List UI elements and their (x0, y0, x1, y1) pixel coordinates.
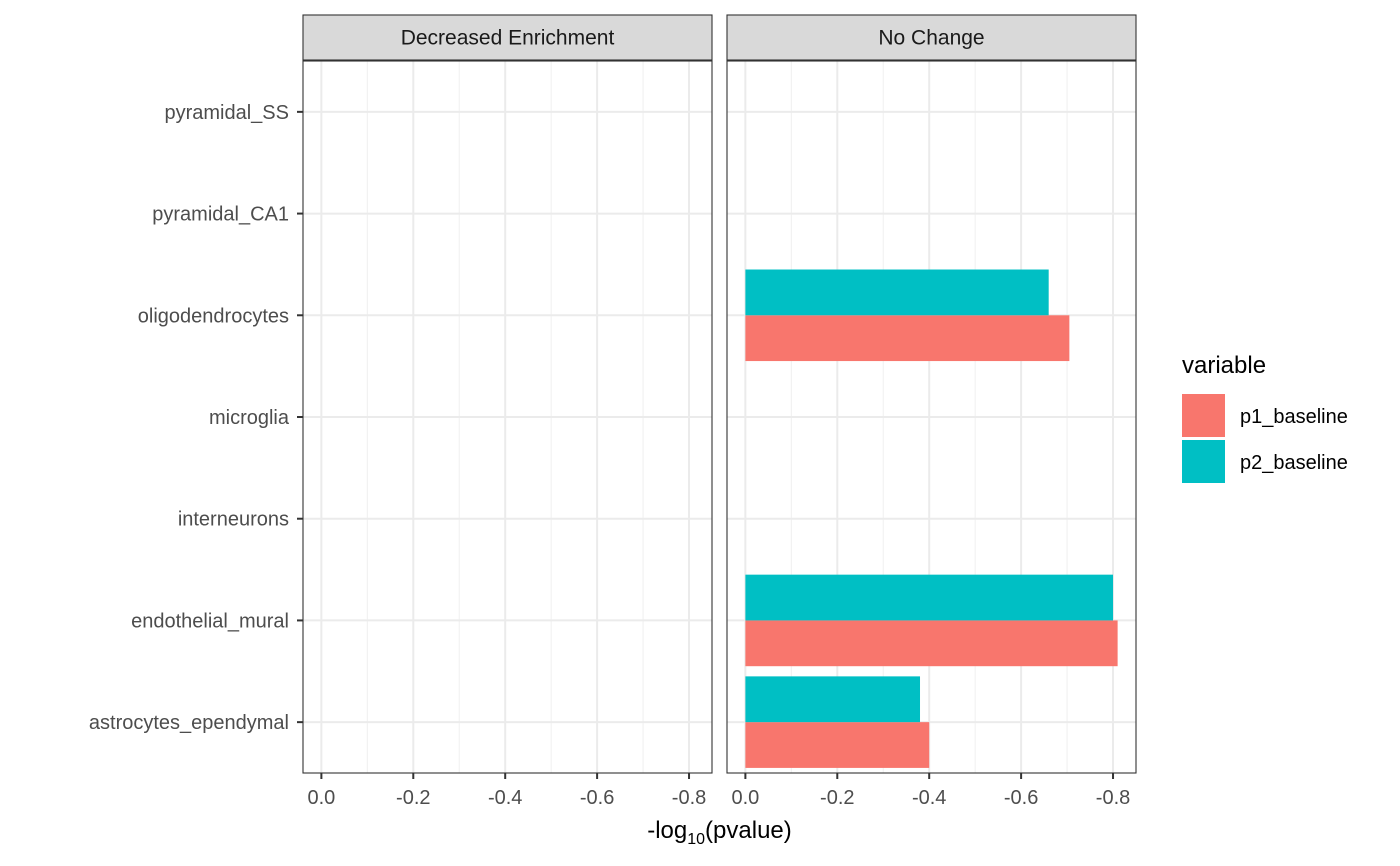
legend-title: variable (1182, 352, 1266, 379)
x-tick-label: -0.8 (1096, 787, 1130, 809)
y-tick-label-pyramidal-ca1: pyramidal_CA1 (152, 204, 289, 226)
bar-p1-baseline-oligodendrocytes (745, 315, 1070, 362)
legend-label-p2-baseline: p2_baseline (1240, 452, 1348, 474)
facet-strip (726, 14, 1137, 61)
x-tick-label: -0.2 (820, 787, 854, 809)
x-tick-label: 0.0 (307, 787, 335, 809)
x-axis-title: -log10(pvalue) (647, 817, 792, 848)
y-tick-label-astrocytes-ependymal: astrocytes_ependymal (89, 712, 289, 734)
panel-border (726, 60, 1137, 774)
x-tick-label: 0.0 (731, 787, 759, 809)
facet-strip (302, 14, 713, 61)
y-tick-label-pyramidal-ss: pyramidal_SS (164, 102, 289, 124)
bar-p2-baseline-endothelial-mural (745, 574, 1114, 621)
legend-key-p2-baseline (1182, 440, 1225, 483)
x-tick-label: -0.4 (488, 787, 522, 809)
bar-p1-baseline-astrocytes-ependymal (745, 722, 930, 768)
x-tick-label: -0.4 (912, 787, 946, 809)
legend-label-p1-baseline: p1_baseline (1240, 406, 1348, 428)
panel-no-change: No Change 0.0 -0.2 -0.4 -0.6 -0.8 (726, 14, 1137, 809)
x-tick-label: -0.8 (672, 787, 706, 809)
legend: variable p1_baseline p2_baseline (1182, 352, 1348, 483)
legend-key-p1-baseline (1182, 394, 1225, 437)
x-tick-label: -0.6 (580, 787, 614, 809)
bar-p1-baseline-endothelial-mural (745, 620, 1118, 667)
facet-strip-label: Decreased Enrichment (401, 27, 615, 50)
y-axis: astrocytes_ependymal endothelial_mural int… (89, 102, 303, 734)
bar-p2-baseline-oligodendrocytes (745, 269, 1049, 316)
bar-p2-baseline-astrocytes-ependymal (745, 676, 921, 723)
x-tick-label: -0.6 (1004, 787, 1038, 809)
x-axis-title-suffix: (pvalue) (705, 817, 792, 844)
x-tick-label: -0.2 (396, 787, 430, 809)
y-tick-label-endothelial-mural: endothelial_mural (131, 610, 289, 632)
facet-strip-label: No Change (878, 27, 984, 50)
panel-decreased-enrichment: Decreased Enrichment 0.0 -0.2 -0.4 -0.6 -0.8 (302, 14, 713, 809)
x-axis-title-subscript: 10 (687, 831, 705, 848)
y-tick-label-interneurons: interneurons (178, 509, 289, 531)
y-tick-label-oligodendrocytes: oligodendrocytes (138, 305, 289, 327)
y-tick-label-microglia: microglia (209, 407, 290, 429)
x-axis-title-prefix: -log (647, 817, 687, 844)
